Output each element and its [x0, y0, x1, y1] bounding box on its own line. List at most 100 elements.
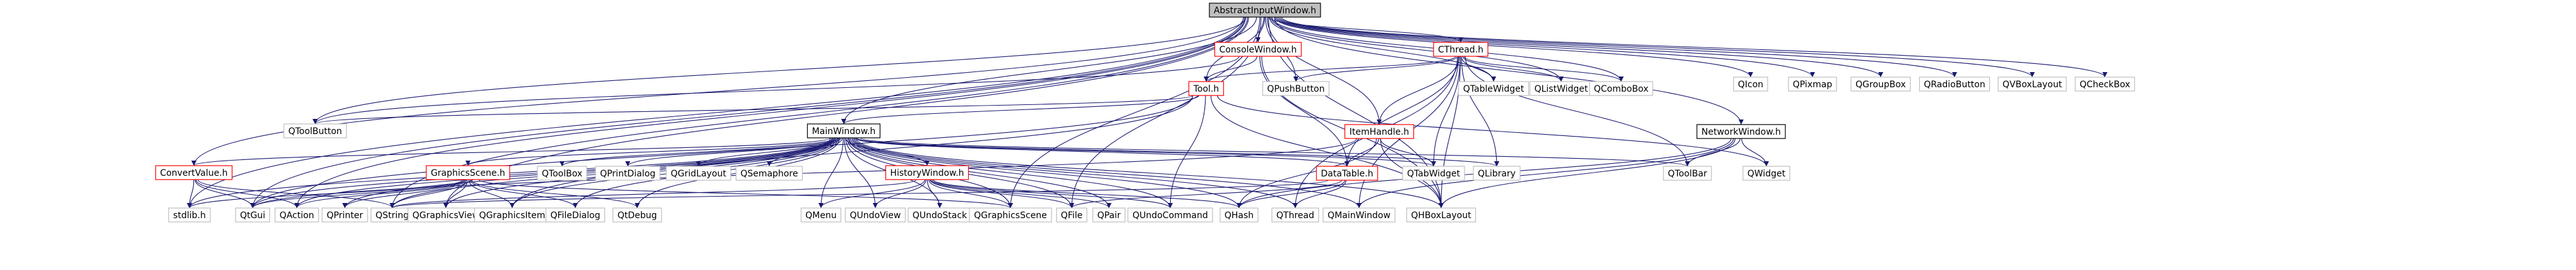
- edge-networkwindow-qmainwindow: [1358, 138, 1734, 209]
- arrowhead: [635, 203, 640, 208]
- node-mainwindow[interactable]: MainWindow.h: [806, 123, 881, 138]
- node-label: CThread.h: [1438, 45, 1483, 55]
- node-consolewindow[interactable]: ConsoleWindow.h: [1214, 42, 1302, 57]
- arrowhead: [1204, 77, 1209, 82]
- node-itemhandle[interactable]: ItemHandle.h: [1344, 124, 1415, 139]
- node-qcombobox: QComboBox: [1589, 81, 1653, 96]
- arrowhead: [2030, 72, 2035, 77]
- node-box: [1663, 166, 1712, 181]
- node-box: [1219, 207, 1259, 223]
- edge-mainwindow-convertvalue: [193, 137, 831, 166]
- node-label: QString: [376, 211, 409, 221]
- node-tool[interactable]: Tool.h: [1188, 81, 1225, 96]
- node-box: [1092, 207, 1126, 223]
- node-box: [969, 207, 1052, 223]
- node-qwidget: QWidget: [1742, 166, 1790, 181]
- edge-mainwindow-qlibrary: [856, 137, 1497, 167]
- node-historywindow[interactable]: HistoryWindow.h: [885, 165, 969, 180]
- arrowhead: [573, 203, 578, 208]
- node-graphicsscene[interactable]: GraphicsScene.h: [426, 165, 510, 180]
- node-qvboxlayout: QVBoxLayout: [1998, 77, 2067, 92]
- edge-cthread-qpushbutton: [1295, 56, 1458, 82]
- arrowhead: [313, 119, 318, 124]
- edge-graphicsscene-qprinter: [344, 179, 466, 209]
- node-qhboxlayout: QHBoxLayout: [1406, 207, 1477, 223]
- edge-historywindow-qgraphicsscene: [928, 179, 1011, 209]
- node-label: QToolButton: [288, 126, 342, 137]
- arrowhead: [2102, 72, 2107, 77]
- node-label: QHash: [1225, 211, 1254, 221]
- edge-graphicsscene-qgui: [252, 179, 464, 209]
- arrowhead: [1619, 77, 1624, 82]
- node-label: GraphicsScene.h: [431, 168, 505, 178]
- node-label: MainWindow.h: [812, 126, 876, 137]
- arrowhead: [510, 203, 515, 208]
- node-datatable[interactable]: DataTable.h: [1315, 166, 1379, 181]
- node-box: [1458, 81, 1530, 96]
- node-label: QMenu: [805, 211, 836, 221]
- node-qradiobutton: QRadioButton: [1919, 77, 1991, 92]
- node-box: [1788, 77, 1837, 92]
- node-qtoolbutton: QToolButton: [283, 123, 347, 138]
- node-box: [1696, 124, 1786, 139]
- node-qsemaphore: QSemaphore: [735, 166, 803, 181]
- node-qgui: QtGui: [235, 207, 270, 223]
- edge-historywindow-qstring: [392, 179, 917, 209]
- edge-abstract-qlistwidget: [1270, 16, 1562, 82]
- edge-datatable-qstring: [392, 180, 1329, 209]
- node-qundocommand: QUndoCommand: [1127, 207, 1213, 223]
- node-label: QPixmap: [1793, 80, 1833, 90]
- arrowhead: [187, 203, 192, 208]
- edge-abstract-qicon: [1274, 16, 1751, 78]
- arrowhead: [1878, 72, 1883, 77]
- node-label: ItemHandle.h: [1350, 127, 1410, 137]
- node-qgridlayout: QGridLayout: [666, 166, 731, 181]
- arrowhead: [1439, 203, 1444, 208]
- node-box: [800, 207, 842, 223]
- edge-tool-qundocommand: [1170, 95, 1206, 209]
- node-label: QToolBox: [542, 169, 582, 179]
- node-box: [1315, 166, 1379, 181]
- edge-abstract-qtablewidget: [1269, 16, 1494, 82]
- edge-abstract-stdlib: [189, 16, 1244, 209]
- node-cthread[interactable]: CThread.h: [1433, 42, 1489, 57]
- arrowhead: [560, 161, 565, 166]
- edge-abstract-qvboxlayout: [1279, 16, 2033, 78]
- edge-mainwindow-graphicsscene: [467, 137, 837, 166]
- node-box: [885, 165, 969, 180]
- node-box: [235, 207, 270, 223]
- node-abstract[interactable]: AbstractInputWindow.h: [1209, 3, 1321, 18]
- node-label: QComboBox: [1594, 84, 1648, 94]
- edge-graphicsscene-qtdebug: [470, 179, 638, 209]
- node-label: QGridLayout: [671, 169, 727, 179]
- node-box: [274, 207, 320, 223]
- node-label: QGraphicsScene: [974, 211, 1047, 221]
- node-box: [1188, 81, 1225, 96]
- node-label: stdlib.h: [173, 211, 206, 221]
- edge-abstract-qtoolbutton: [315, 16, 1247, 125]
- node-box: [1127, 207, 1213, 223]
- node-label: QAction: [280, 211, 315, 221]
- node-label: QtGui: [240, 211, 265, 221]
- node-qprinter: QPrinter: [321, 207, 368, 223]
- node-qundostack: QUndoStack: [908, 207, 972, 223]
- node-qlibrary: QLibrary: [1473, 166, 1521, 181]
- node-networkwindow[interactable]: NetworkWindow.h: [1696, 124, 1786, 139]
- node-qhash: QHash: [1219, 207, 1259, 223]
- node-convertvalue[interactable]: ConvertValue.h: [155, 165, 233, 180]
- edge-convertvalue-qaction: [195, 179, 297, 209]
- node-label: QFileDialog: [550, 211, 600, 221]
- node-box: [1406, 207, 1477, 223]
- arrowhead: [443, 203, 448, 208]
- node-box: [1056, 207, 1087, 223]
- arrowhead: [1237, 203, 1242, 208]
- node-box: [537, 166, 587, 181]
- edge-mainwindow-datatable: [853, 137, 1348, 167]
- edge-consolewindow-datatable: [1259, 56, 1348, 167]
- node-box: [2075, 77, 2135, 92]
- node-label: QUndoCommand: [1132, 211, 1208, 221]
- node-label: QIcon: [1738, 80, 1763, 90]
- arrowhead: [1293, 203, 1298, 208]
- edge-cthread-datatable: [1346, 56, 1459, 167]
